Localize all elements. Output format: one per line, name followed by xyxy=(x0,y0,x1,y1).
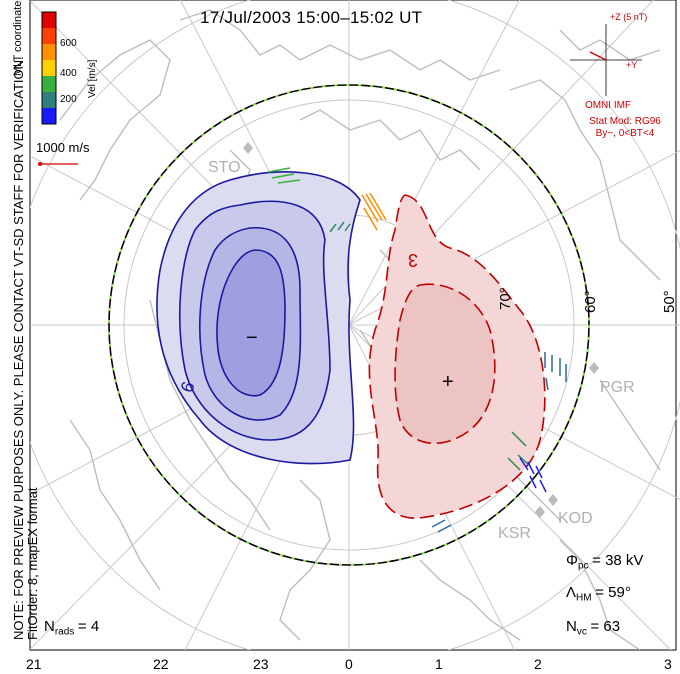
colorbar-tick-400: 400 xyxy=(60,68,77,79)
lambda-symbol: Λ xyxy=(566,584,577,601)
coordinate-system-label: MLT coordinates xyxy=(12,0,24,76)
potential-min-marker: − xyxy=(246,327,258,349)
mlt-tick-3: 3 xyxy=(664,656,672,672)
mlt-tick-21: 21 xyxy=(26,656,42,672)
imf-plus-y: +Y xyxy=(626,60,637,70)
fit-order-note: FitOrder: 8, mapEX format xyxy=(25,487,40,640)
n-vc-stat: Nvc = 63 xyxy=(566,618,620,638)
mlt-tick-2: 2 xyxy=(534,656,542,672)
positive-contour-2 xyxy=(394,283,496,444)
station-marker-pgr xyxy=(589,362,599,374)
stat-model: Stat Mod: RG96 xyxy=(589,116,661,127)
n-vc-value: = 63 xyxy=(590,618,621,635)
colorbar-label: Vel [m/s] xyxy=(87,59,98,98)
phi-symbol: Φ xyxy=(566,552,578,569)
mlt-tick-23: 23 xyxy=(253,656,269,672)
scale-vector-label: 1000 m/s xyxy=(36,140,90,155)
hm-boundary-vectors xyxy=(108,84,590,566)
latitude-label-70: 70° xyxy=(497,287,514,310)
colorbar-tick-200: 200 xyxy=(60,94,77,105)
colorbar-tick-600: 600 xyxy=(60,38,77,49)
n-rads-value: = 4 xyxy=(77,618,100,635)
negative-potential-cell xyxy=(156,171,361,465)
n-rads-stat: Nrads = 4 xyxy=(44,618,99,638)
n-vc-subscript: vc xyxy=(576,626,587,638)
mlt-tick-22: 22 xyxy=(153,656,169,672)
phi-subscript: pc xyxy=(577,560,589,572)
contour-label-positive: 3 xyxy=(408,250,418,270)
n-vc-symbol: N xyxy=(566,618,577,635)
imf-plus-z: +Z (5 nT) xyxy=(610,12,647,22)
station-pgr: PGR xyxy=(600,379,635,396)
phi-pc-stat: Φpc = 38 kV xyxy=(566,552,643,572)
lambda-hm-stat: ΛHM = 59° xyxy=(566,584,631,604)
mlt-tick-0: 0 xyxy=(345,656,353,672)
n-rads-symbol: N xyxy=(44,618,55,635)
lambda-value: = 59° xyxy=(595,584,631,601)
station-marker-ksr xyxy=(535,506,545,518)
station-ksr: KSR xyxy=(498,525,531,542)
station-marker-sto xyxy=(243,142,253,154)
lambda-subscript: HM xyxy=(576,592,592,604)
phi-value: = 38 kV xyxy=(592,552,644,569)
latitude-label-50: 50° xyxy=(661,290,678,313)
station-kod: KOD xyxy=(558,510,593,527)
imf-vector xyxy=(589,51,607,61)
n-rads-subscript: rads xyxy=(54,626,75,638)
preview-note: NOTE: FOR PREVIEW PURPOSES ONLY. PLEASE … xyxy=(11,56,26,640)
imf-source: OMNI IMF xyxy=(585,100,631,111)
latitude-label-60: 60° xyxy=(582,290,599,313)
map-title: 17/Jul/2003 15:00–15:02 UT xyxy=(200,8,423,27)
radar-stations xyxy=(243,142,599,518)
velocity-vectors xyxy=(267,167,567,533)
velocity-colorbar xyxy=(41,11,57,125)
station-marker-kod xyxy=(548,494,558,506)
mlt-tick-1: 1 xyxy=(435,656,443,672)
negative-contour-4 xyxy=(216,249,286,397)
imf-condition: By−, 0<BT<4 xyxy=(596,128,655,139)
potential-max-marker: + xyxy=(442,371,454,393)
positive-potential-cell xyxy=(368,194,546,519)
station-sto: STO xyxy=(208,159,241,176)
